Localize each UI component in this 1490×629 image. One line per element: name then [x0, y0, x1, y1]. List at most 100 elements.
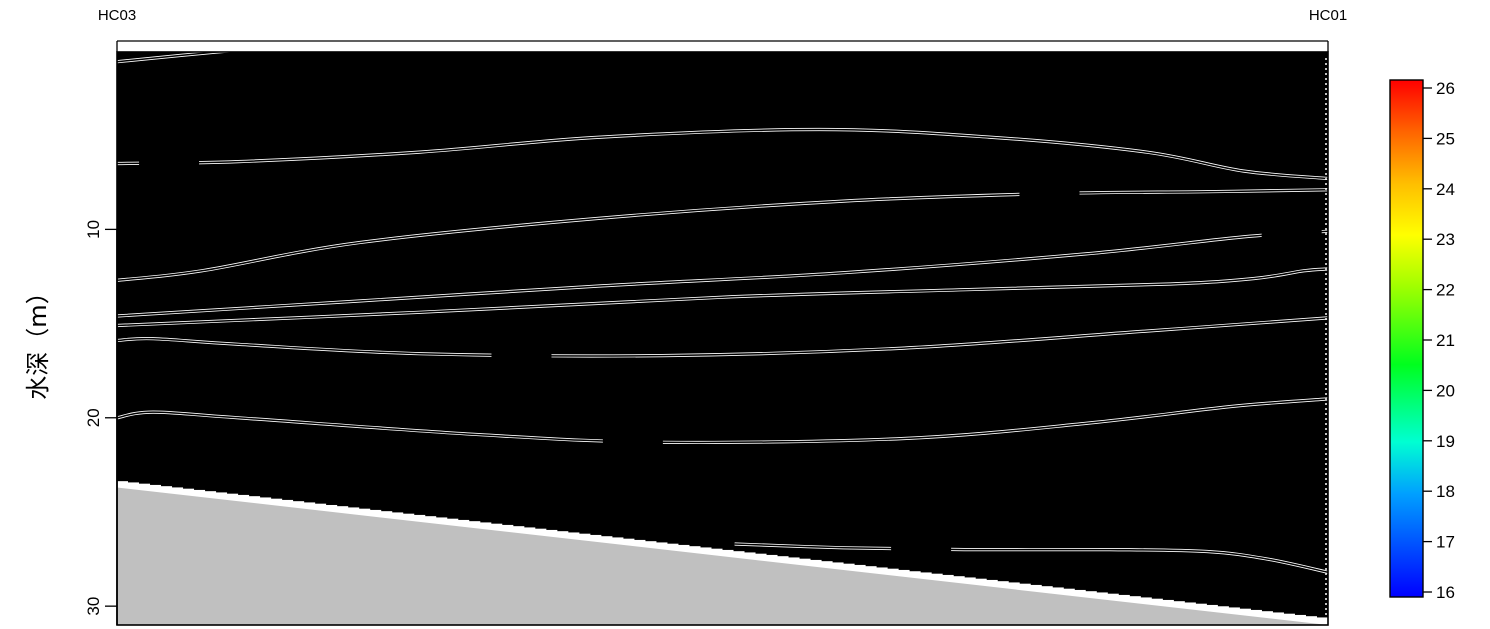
field-cell: [370, 484, 382, 490]
field-cell: [249, 453, 261, 459]
field-cell: [403, 430, 415, 435]
field-cell: [359, 368, 371, 373]
field-cell: [458, 255, 470, 260]
field-cell: [535, 309, 547, 315]
field-cell: [491, 134, 503, 139]
field-cell: [546, 426, 558, 431]
field-cell: [480, 473, 492, 478]
field-cell: [227, 103, 239, 108]
field-cell: [271, 473, 283, 478]
field-cell: [392, 243, 404, 248]
field-cell: [414, 512, 426, 515]
field-cell: [172, 356, 184, 361]
field-cell: [117, 216, 129, 221]
field-cell: [315, 134, 327, 139]
field-cell: [535, 118, 547, 124]
field-cell: [183, 336, 195, 342]
field-cell: [491, 383, 503, 389]
field-cell: [238, 262, 250, 268]
field-cell: [117, 64, 129, 69]
field-cell: [216, 395, 228, 400]
field-cell: [117, 188, 129, 194]
field-cell: [513, 414, 525, 420]
field-cell: [172, 348, 184, 354]
field-cell: [150, 480, 162, 485]
field-cell: [458, 504, 470, 509]
field-cell: [183, 305, 195, 311]
field-cell: [359, 150, 371, 155]
field-cell: [491, 410, 503, 416]
field-cell: [337, 426, 349, 431]
field-cell: [172, 461, 184, 466]
field-cell: [205, 173, 217, 178]
field-cell: [502, 391, 514, 396]
field-cell: [249, 395, 261, 400]
field-cell: [161, 340, 173, 346]
field-cell: [447, 364, 459, 369]
field-cell: [392, 399, 404, 404]
field-cell: [304, 410, 316, 416]
field-cell: [282, 414, 294, 420]
field-cell: [414, 492, 426, 498]
field-cell: [249, 422, 261, 428]
field-cell: [403, 196, 415, 202]
field-cell: [139, 122, 151, 128]
field-cell: [194, 313, 206, 319]
field-cell: [425, 52, 437, 58]
field-cell: [227, 153, 239, 159]
field-cell: [414, 91, 426, 97]
field-cell: [304, 72, 316, 77]
field-cell: [370, 500, 382, 505]
field-cell: [370, 410, 382, 416]
field-cell: [425, 278, 437, 283]
field-cell: [370, 270, 382, 276]
field-cell: [359, 72, 371, 77]
field-cell: [337, 196, 349, 202]
field-cell: [139, 294, 151, 299]
field-cell: [260, 383, 272, 389]
field-cell: [139, 383, 151, 389]
field-cell: [293, 118, 305, 124]
field-cell: [425, 118, 437, 124]
field-cell: [436, 329, 448, 334]
field-cell: [227, 227, 239, 233]
field-cell: [337, 309, 349, 315]
field-cell: [348, 434, 360, 439]
field-cell: [513, 473, 525, 478]
field-cell: [150, 329, 162, 334]
field-cell: [480, 512, 492, 517]
field-cell: [425, 122, 437, 128]
field-cell: [128, 445, 140, 451]
field-cell: [150, 445, 162, 451]
field-cell: [260, 247, 272, 252]
field-cell: [568, 99, 580, 104]
field-cell: [502, 500, 514, 505]
field-cell: [161, 305, 173, 311]
field-cell: [205, 294, 217, 299]
field-cell: [117, 169, 129, 174]
field-cell: [535, 103, 547, 108]
field-cell: [524, 321, 536, 326]
field-cell: [326, 114, 338, 120]
field-cell: [403, 356, 415, 361]
field-cell: [568, 146, 580, 151]
field-cell: [381, 348, 393, 354]
field-cell: [568, 278, 580, 283]
field-cell: [557, 469, 569, 474]
field-cell: [425, 270, 437, 276]
field-cell: [326, 68, 338, 73]
field-cell: [381, 278, 393, 283]
field-cell: [447, 340, 459, 346]
field-cell: [249, 294, 261, 299]
field-cell: [227, 255, 239, 260]
field-cell: [546, 356, 558, 361]
field-cell: [150, 188, 162, 194]
field-cell: [546, 469, 558, 474]
field-cell: [392, 406, 404, 412]
field-cell: [139, 138, 151, 143]
field-cell: [480, 188, 492, 194]
field-cell: [315, 192, 327, 198]
field-cell: [282, 266, 294, 272]
field-cell: [271, 87, 283, 93]
field-cell: [557, 410, 569, 416]
